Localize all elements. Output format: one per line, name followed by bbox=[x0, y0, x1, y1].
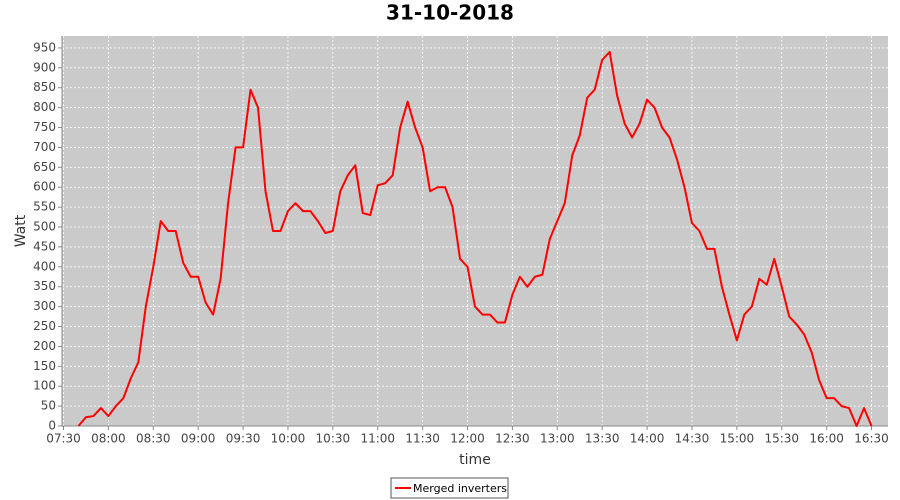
chart-title: 31-10-2018 bbox=[386, 1, 514, 25]
x-tick-label: 11:00 bbox=[360, 432, 395, 446]
y-tick-label: 100 bbox=[33, 379, 56, 393]
y-tick-label: 0 bbox=[48, 419, 56, 433]
y-tick-label: 650 bbox=[33, 160, 56, 174]
y-tick-label: 50 bbox=[41, 399, 56, 413]
x-tick-label: 12:00 bbox=[450, 432, 485, 446]
x-tick-label: 16:30 bbox=[854, 432, 889, 446]
x-axis-label: time bbox=[459, 452, 491, 468]
y-tick-label: 500 bbox=[33, 220, 56, 234]
x-tick-label: 09:00 bbox=[181, 432, 216, 446]
x-tick-label: 10:00 bbox=[271, 432, 306, 446]
x-tick-label: 16:00 bbox=[809, 432, 844, 446]
y-tick-label: 850 bbox=[33, 80, 56, 94]
x-tick-label: 08:00 bbox=[91, 432, 126, 446]
legend-box bbox=[390, 477, 509, 499]
y-tick-label: 350 bbox=[33, 279, 56, 293]
y-axis-label: Watt bbox=[13, 214, 29, 247]
series-line bbox=[77, 50, 873, 427]
y-tick-label: 250 bbox=[33, 319, 56, 333]
plot-area bbox=[62, 36, 888, 426]
legend: Merged inverters bbox=[390, 477, 509, 499]
y-tick-label: 600 bbox=[33, 180, 56, 194]
x-tick-label: 07:30 bbox=[46, 432, 81, 446]
x-tick-label: 08:30 bbox=[136, 432, 171, 446]
y-tick-label: 400 bbox=[33, 259, 56, 273]
y-tick-label: 750 bbox=[33, 120, 56, 134]
x-tick-label: 09:30 bbox=[226, 432, 261, 446]
y-tick-label: 200 bbox=[33, 339, 56, 353]
y-tick-label: 900 bbox=[33, 60, 56, 74]
legend-label: Merged inverters bbox=[413, 482, 507, 495]
y-tick-label: 450 bbox=[33, 239, 56, 253]
y-tick-label: 300 bbox=[33, 299, 56, 313]
y-tick-label: 800 bbox=[33, 100, 56, 114]
x-tick-label: 14:00 bbox=[630, 432, 665, 446]
x-tick-label: 15:00 bbox=[720, 432, 755, 446]
x-tick-label: 13:00 bbox=[540, 432, 575, 446]
x-tick-label: 15:30 bbox=[764, 432, 799, 446]
x-tick-label: 10:30 bbox=[316, 432, 351, 446]
y-tick-label: 550 bbox=[33, 200, 56, 214]
y-tick-label: 700 bbox=[33, 140, 56, 154]
x-tick-label: 14:30 bbox=[675, 432, 710, 446]
x-tick-label: 12:30 bbox=[495, 432, 530, 446]
y-tick-label: 150 bbox=[33, 359, 56, 373]
x-tick-label: 13:30 bbox=[585, 432, 620, 446]
x-tick-label: 11:30 bbox=[405, 432, 440, 446]
y-tick-label: 950 bbox=[33, 40, 56, 54]
